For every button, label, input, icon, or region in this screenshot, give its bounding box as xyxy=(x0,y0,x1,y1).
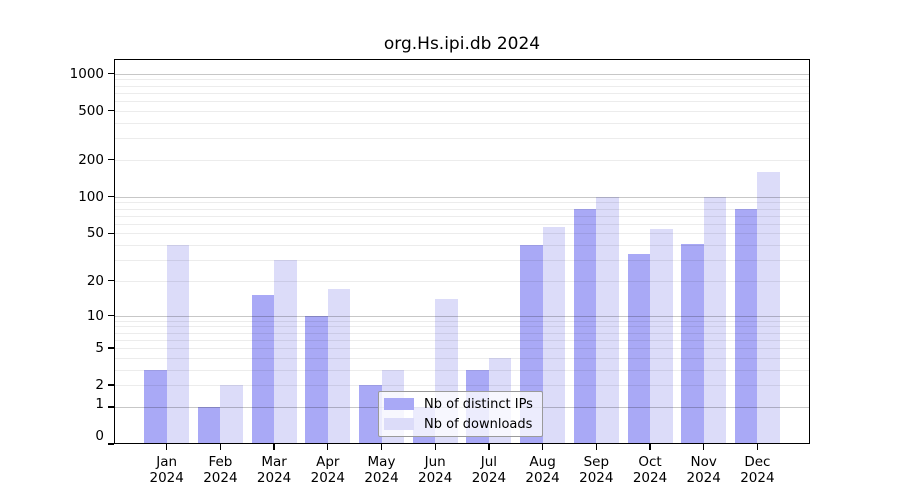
y-tick-label: 0 xyxy=(95,428,104,444)
gridline-minor xyxy=(114,85,810,87)
y-tick xyxy=(108,314,114,317)
legend-item-downloads: Nb of downloads xyxy=(384,416,532,432)
bar-distinct-ips xyxy=(305,315,328,444)
y-tick xyxy=(108,73,114,75)
x-tick xyxy=(166,444,168,450)
bar-distinct-ips xyxy=(734,208,758,444)
x-month-label: Feb 2024 xyxy=(203,454,238,486)
legend-item-distinct-ips: Nb of distinct IPs xyxy=(384,396,533,412)
gridline-minor xyxy=(114,110,810,112)
x-month-label: Oct 2024 xyxy=(632,454,668,486)
x-month-label: Jul 2024 xyxy=(471,454,507,486)
x-month-label: Jan 2024 xyxy=(149,454,184,486)
bar-distinct-ips xyxy=(681,243,704,444)
y-tick xyxy=(108,347,114,349)
bar-downloads xyxy=(650,229,673,444)
x-tick xyxy=(219,444,222,450)
x-tick xyxy=(756,444,759,450)
gridline-minor xyxy=(114,79,810,81)
x-tick xyxy=(488,444,490,450)
legend-swatch-distinct-ips xyxy=(384,398,414,410)
legend-label: Nb of distinct IPs xyxy=(424,396,533,412)
bar-downloads xyxy=(596,196,619,444)
x-month-label: Apr 2024 xyxy=(310,454,345,486)
bar-distinct-ips xyxy=(359,385,382,444)
chart-title: org.Hs.ipi.db 2024 xyxy=(383,34,541,54)
x-month-label: May 2024 xyxy=(364,454,399,486)
bar-downloads xyxy=(274,260,297,444)
bar-distinct-ips xyxy=(573,208,597,444)
plot-area xyxy=(114,59,810,444)
x-month-label: Nov 2024 xyxy=(686,454,721,486)
x-tick xyxy=(434,444,436,450)
y-tick-label: 100 xyxy=(78,188,104,205)
y-tick-label: 1000 xyxy=(69,65,104,82)
y-tick xyxy=(108,196,114,198)
x-tick xyxy=(327,444,329,450)
gridline-minor xyxy=(114,159,810,161)
y-tick-label: 50 xyxy=(86,225,104,242)
bar-downloads xyxy=(757,172,780,444)
legend-swatch-downloads xyxy=(384,418,414,430)
x-month-label: Jun 2024 xyxy=(418,454,453,486)
y-tick xyxy=(108,159,114,161)
y-tick-label: 500 xyxy=(78,102,104,119)
bar-distinct-ips xyxy=(197,406,221,444)
gridline-minor xyxy=(114,92,810,94)
x-tick xyxy=(595,444,597,450)
y-tick-label: 200 xyxy=(78,151,104,168)
x-tick xyxy=(541,444,544,450)
bar-distinct-ips xyxy=(627,253,650,444)
y-tick xyxy=(108,384,114,386)
y-tick xyxy=(108,443,114,445)
bar-downloads xyxy=(703,196,727,444)
y-tick-label: 5 xyxy=(95,340,104,356)
x-month-label: Sep 2024 xyxy=(579,454,614,486)
x-tick xyxy=(703,444,705,450)
y-tick xyxy=(108,110,114,112)
y-tick xyxy=(108,406,114,408)
y-tick-label: 20 xyxy=(86,272,104,289)
gridline-minor xyxy=(114,138,810,140)
x-tick xyxy=(649,444,651,450)
bar-downloads xyxy=(166,245,190,444)
bar-distinct-ips xyxy=(251,295,275,444)
x-month-label: Dec 2024 xyxy=(740,454,775,486)
bar-downloads xyxy=(327,289,351,444)
x-month-label: Aug 2024 xyxy=(525,454,560,486)
chart-legend: Nb of distinct IPs Nb of downloads xyxy=(378,391,543,437)
y-tick xyxy=(108,232,114,234)
x-tick xyxy=(273,444,275,450)
gridline-minor xyxy=(114,101,810,103)
y-tick xyxy=(108,280,114,282)
x-tick xyxy=(380,444,383,450)
y-tick-label: 10 xyxy=(86,307,104,324)
legend-label: Nb of downloads xyxy=(424,416,533,432)
gridline-minor xyxy=(114,122,810,124)
gridline-major xyxy=(114,73,810,75)
bar-downloads xyxy=(220,385,243,444)
y-tick-label: 2 xyxy=(95,377,104,394)
bar-downloads xyxy=(542,227,566,444)
y-tick-label: 1 xyxy=(95,395,104,412)
bar-distinct-ips xyxy=(144,369,167,444)
x-month-label: Mar 2024 xyxy=(256,454,292,486)
